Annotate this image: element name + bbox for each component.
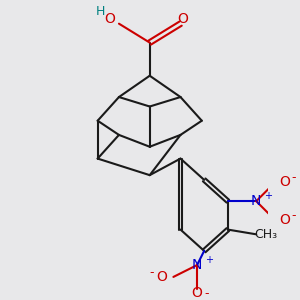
Text: H: H: [95, 5, 105, 18]
Text: N: N: [192, 258, 202, 272]
Text: -: -: [204, 287, 209, 300]
Text: -: -: [292, 209, 296, 222]
Text: N: N: [251, 194, 261, 208]
Text: -: -: [292, 171, 296, 184]
Text: +: +: [264, 191, 272, 201]
Text: O: O: [177, 12, 188, 26]
Text: O: O: [279, 175, 290, 189]
Text: O: O: [156, 270, 167, 284]
Text: CH₃: CH₃: [254, 228, 277, 241]
Text: O: O: [192, 286, 203, 300]
Text: O: O: [104, 12, 115, 26]
Text: O: O: [279, 213, 290, 227]
Text: -: -: [150, 266, 154, 279]
Text: +: +: [205, 255, 213, 266]
